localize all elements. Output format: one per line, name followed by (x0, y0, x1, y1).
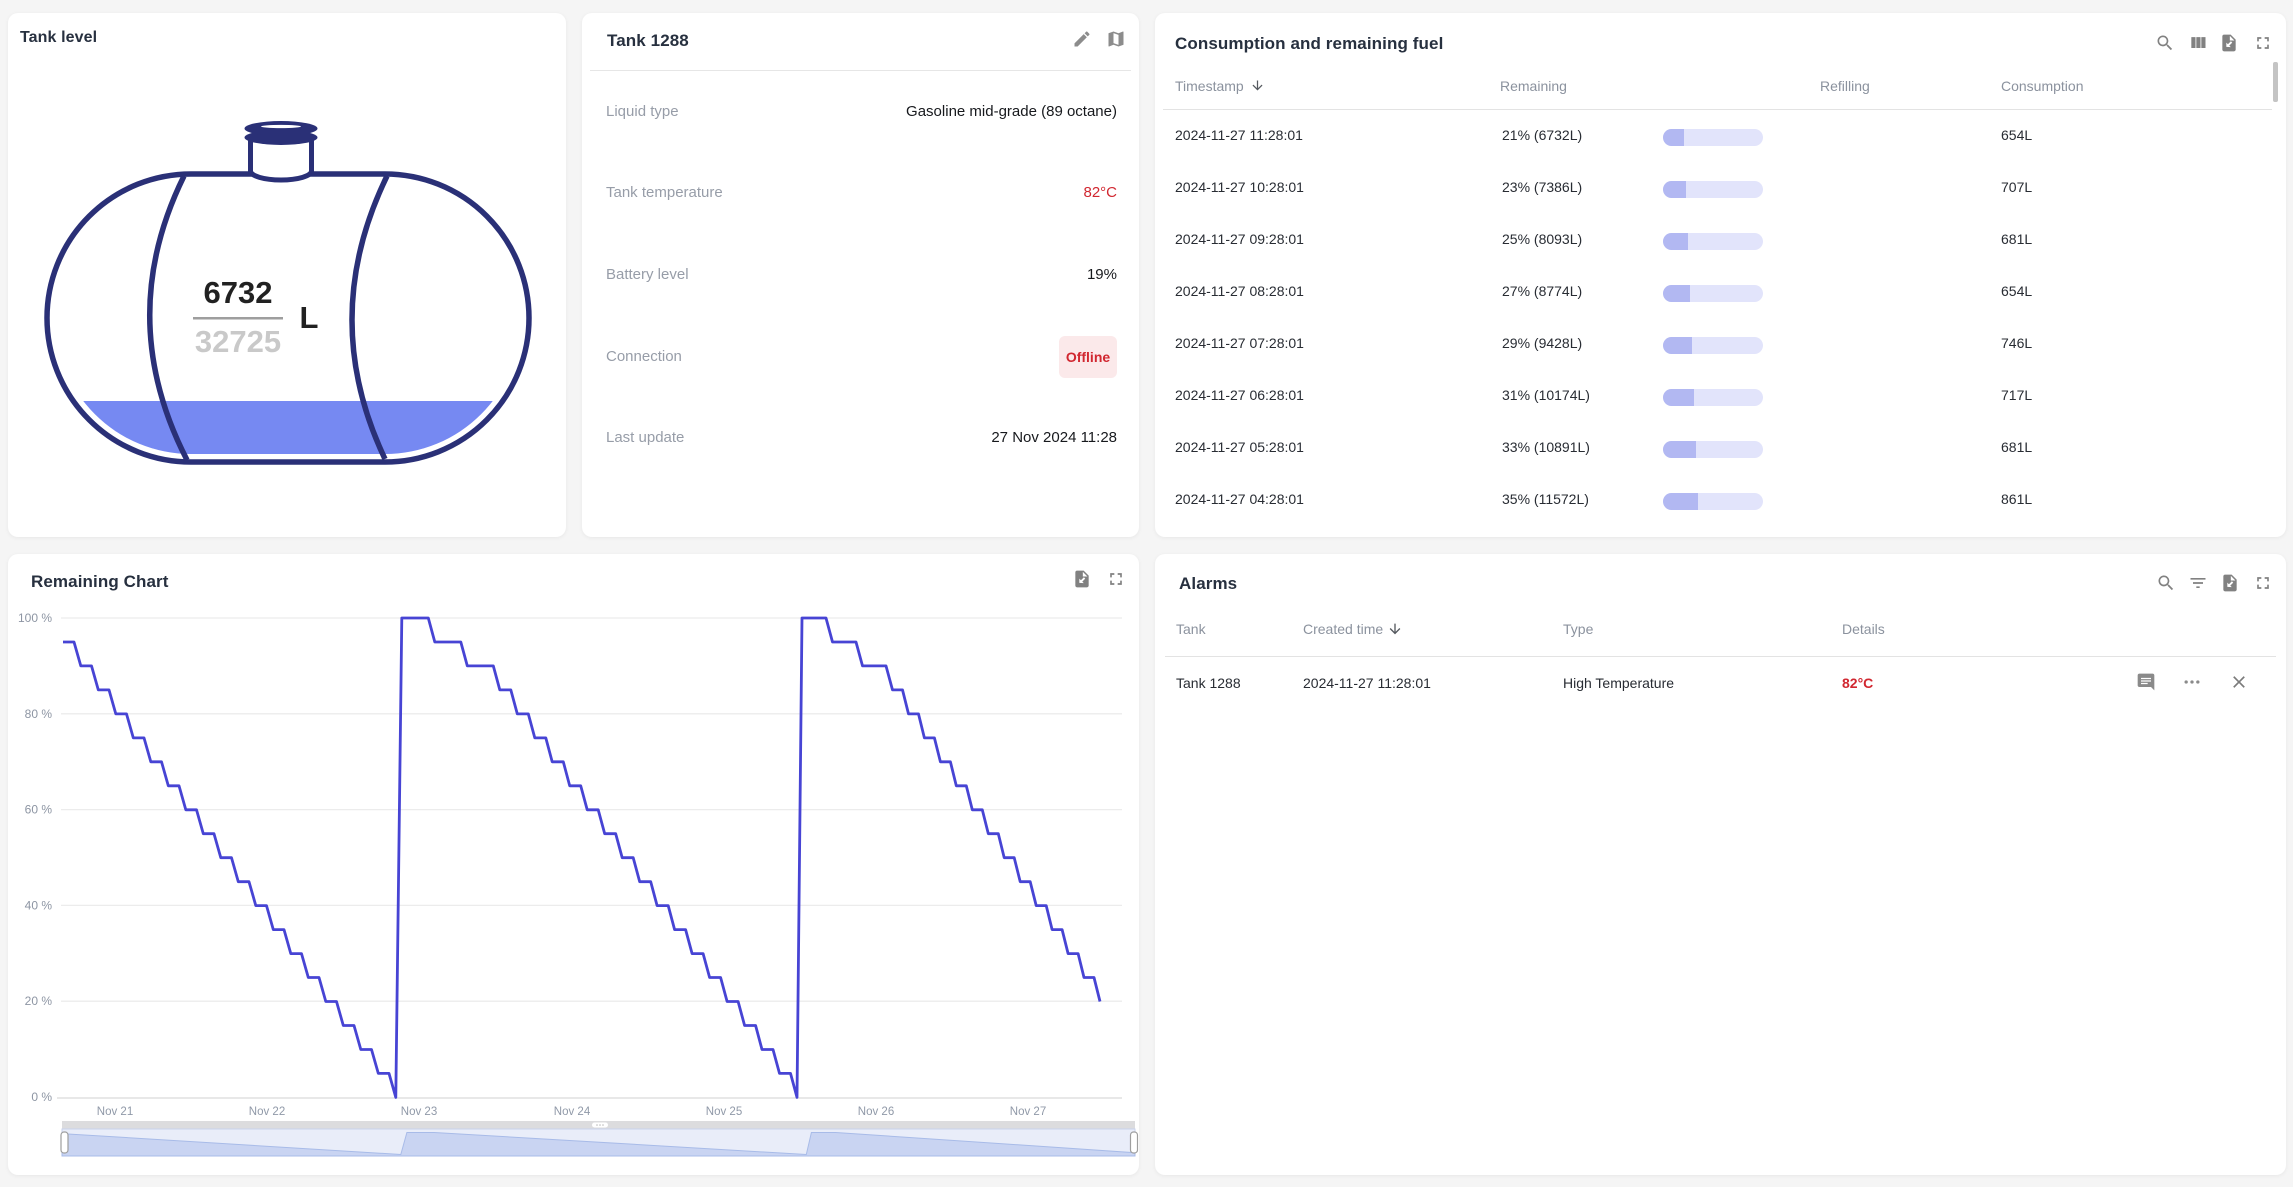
svg-text:80 %: 80 % (25, 707, 53, 721)
svg-text:Nov 24: Nov 24 (554, 1106, 591, 1118)
svg-text:0 %: 0 % (31, 1090, 52, 1104)
svg-text:L: L (300, 300, 319, 335)
svg-text:Nov 26: Nov 26 (858, 1106, 894, 1118)
svg-text:40 %: 40 % (25, 898, 53, 912)
svg-text:Nov 22: Nov 22 (249, 1106, 285, 1118)
svg-text:20 %: 20 % (25, 994, 53, 1008)
svg-text:100 %: 100 % (18, 611, 52, 625)
svg-text:Nov 23: Nov 23 (401, 1106, 437, 1118)
svg-text:Nov 27: Nov 27 (1010, 1106, 1046, 1118)
svg-text:Nov 25: Nov 25 (706, 1106, 742, 1118)
svg-text:32725: 32725 (195, 324, 281, 359)
svg-text:60 %: 60 % (25, 803, 53, 817)
svg-text:Nov 21: Nov 21 (97, 1106, 133, 1118)
svg-text:6732: 6732 (204, 275, 273, 310)
